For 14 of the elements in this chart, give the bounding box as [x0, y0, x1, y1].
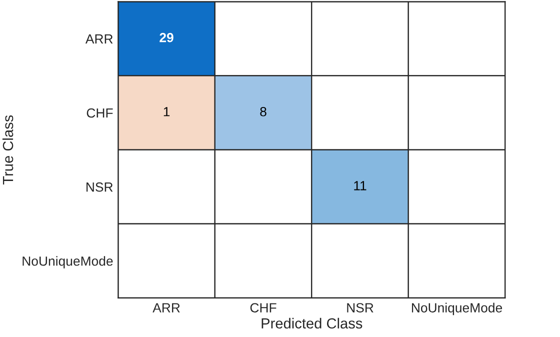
- x-tick-label: NoUniqueMode: [412, 302, 502, 316]
- data-label: 11: [354, 181, 366, 190]
- y-tick-label: NoUniqueMode: [22, 256, 113, 268]
- y-axis-title: True Class: [2, 115, 14, 184]
- x-tick-label: NSR: [347, 303, 374, 312]
- x-axis-title: Predicted Class: [262, 318, 362, 329]
- y-tick-label: NSR: [86, 182, 113, 192]
- y-tick-label: CHF: [86, 108, 113, 118]
- data-label: 1: [164, 107, 170, 116]
- x-tick-label: CHF: [250, 303, 276, 312]
- x-tick-label: ARR: [152, 303, 180, 312]
- data-label: 8: [260, 106, 266, 116]
- data-label: 29: [160, 32, 174, 42]
- y-tick-label: ARR: [85, 34, 113, 44]
